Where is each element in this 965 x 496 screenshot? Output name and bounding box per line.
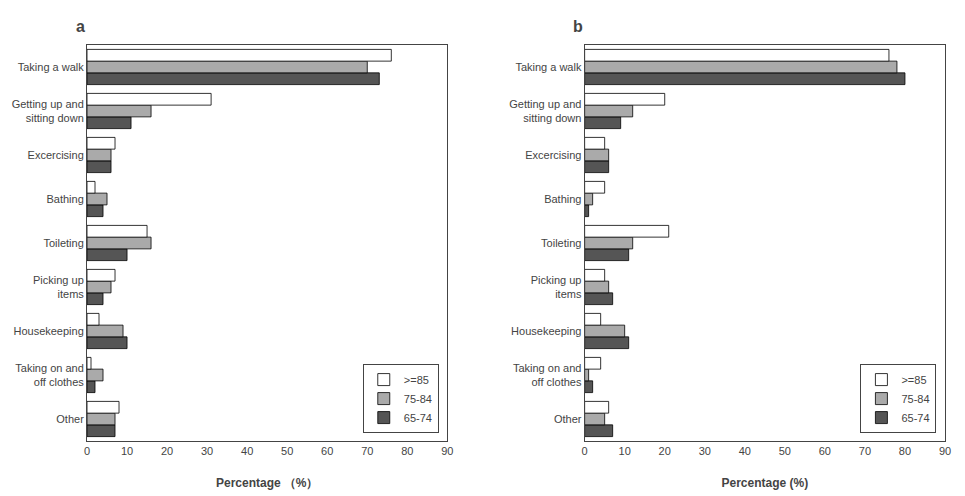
svg-text:10: 10	[121, 445, 133, 457]
svg-text:65-74: 65-74	[404, 412, 432, 424]
svg-text:Other: Other	[56, 413, 84, 425]
svg-text:Taking a walk: Taking a walk	[18, 61, 85, 73]
svg-text:Percentage （%）: Percentage （%）	[216, 476, 318, 490]
svg-text:Taking a walk: Taking a walk	[515, 61, 582, 73]
svg-text:30: 30	[201, 445, 213, 457]
svg-text:Excercising: Excercising	[525, 149, 581, 161]
svg-text:75-84: 75-84	[901, 393, 929, 405]
svg-text:10: 10	[619, 445, 631, 457]
svg-text:a: a	[76, 18, 85, 35]
svg-text:Housekeeping: Housekeeping	[511, 325, 581, 337]
svg-text:0: 0	[582, 445, 588, 457]
svg-text:0: 0	[84, 445, 90, 457]
svg-text:Toileting: Toileting	[541, 237, 581, 249]
svg-text:Picking upitems: Picking upitems	[33, 274, 84, 300]
svg-text:60: 60	[321, 445, 333, 457]
svg-text:60: 60	[819, 445, 831, 457]
svg-text:50: 50	[281, 445, 293, 457]
svg-text:b: b	[573, 18, 583, 35]
svg-text:Bathing: Bathing	[544, 193, 581, 205]
svg-text:Excercising: Excercising	[28, 149, 84, 161]
svg-text:70: 70	[859, 445, 871, 457]
svg-text:90: 90	[939, 445, 951, 457]
svg-text:Percentage (%): Percentage (%)	[721, 476, 808, 490]
svg-text:70: 70	[361, 445, 373, 457]
svg-text:Toileting: Toileting	[43, 237, 83, 249]
svg-text:30: 30	[699, 445, 711, 457]
svg-text:Picking upitems: Picking upitems	[531, 274, 582, 300]
svg-text:80: 80	[899, 445, 911, 457]
svg-text:Taking on andoff clothes: Taking on andoff clothes	[513, 362, 582, 388]
svg-text:50: 50	[779, 445, 791, 457]
svg-text:>=85: >=85	[901, 374, 926, 386]
svg-text:20: 20	[659, 445, 671, 457]
svg-text:40: 40	[241, 445, 253, 457]
svg-text:80: 80	[401, 445, 413, 457]
svg-text:Other: Other	[554, 413, 582, 425]
svg-text:75-84: 75-84	[404, 393, 432, 405]
svg-text:20: 20	[161, 445, 173, 457]
svg-text:65-74: 65-74	[901, 412, 929, 424]
svg-text:>=85: >=85	[404, 374, 429, 386]
svg-text:Taking on andoff clothes: Taking on andoff clothes	[15, 362, 84, 388]
svg-text:40: 40	[739, 445, 751, 457]
svg-text:90: 90	[441, 445, 453, 457]
svg-text:Getting up andsitting down: Getting up andsitting down	[12, 98, 84, 124]
svg-text:Getting up andsitting down: Getting up andsitting down	[509, 98, 581, 124]
svg-text:Housekeeping: Housekeeping	[13, 325, 83, 337]
svg-text:Bathing: Bathing	[46, 193, 83, 205]
